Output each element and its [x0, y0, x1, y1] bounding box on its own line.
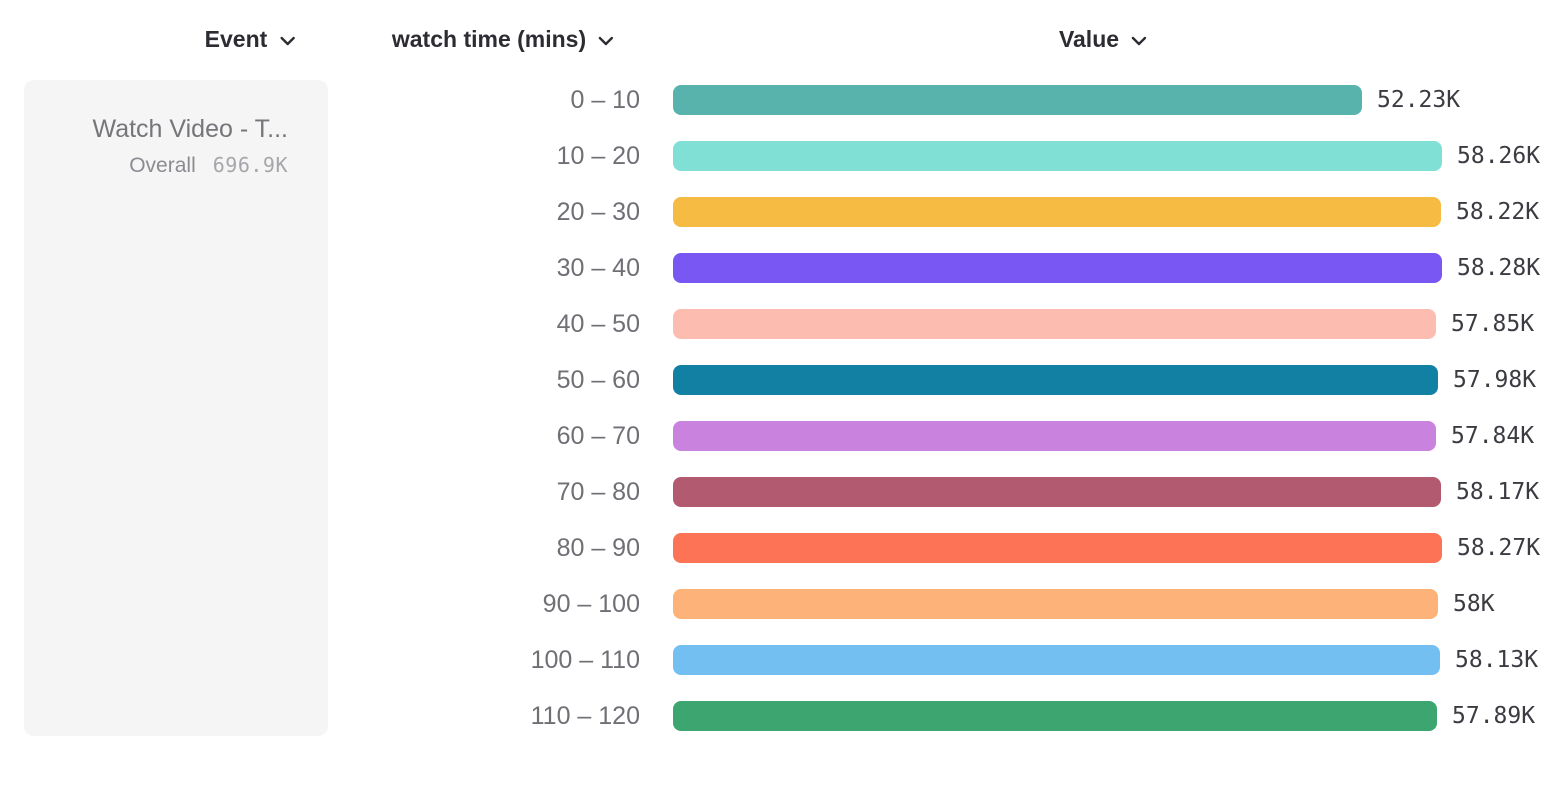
- chart-row: 80 – 90 58.27K: [0, 520, 1568, 576]
- chart-row: 100 – 110 58.13K: [0, 632, 1568, 688]
- value-label: 58.28K: [1457, 255, 1541, 281]
- event-panel[interactable]: Watch Video - T... Overall 696.9K: [24, 80, 328, 736]
- value-bar[interactable]: [673, 589, 1438, 619]
- chart-row: 50 – 60 57.98K: [0, 352, 1568, 408]
- value-label: 58.22K: [1456, 199, 1540, 225]
- bucket-label: 40 – 50: [556, 309, 640, 338]
- bucket-label: 0 – 10: [570, 85, 640, 114]
- value-bar[interactable]: [673, 645, 1440, 675]
- bucket-label: 110 – 120: [530, 701, 640, 730]
- bucket-label: 10 – 20: [556, 141, 640, 170]
- value-bar[interactable]: [673, 701, 1437, 731]
- breakdown-column-label: watch time (mins): [391, 26, 587, 52]
- value-column-dropdown[interactable]: Value: [1059, 26, 1147, 53]
- value-bar[interactable]: [673, 365, 1438, 395]
- chart-row: 10 – 20 58.26K: [0, 128, 1568, 184]
- value-label: 57.85K: [1451, 311, 1535, 337]
- bucket-label: 30 – 40: [556, 253, 640, 282]
- value-label: 58.27K: [1457, 535, 1541, 561]
- chart-row: 20 – 30 58.22K: [0, 184, 1568, 240]
- event-overall-row: Overall 696.9K: [24, 153, 288, 178]
- chevron-down-icon: [1131, 33, 1147, 46]
- bucket-label: 80 – 90: [556, 533, 640, 562]
- value-label: 57.84K: [1451, 423, 1535, 449]
- value-label: 57.89K: [1452, 703, 1536, 729]
- bucket-label: 20 – 30: [556, 197, 640, 226]
- value-column-label: Value: [1058, 26, 1120, 52]
- bucket-label: 90 – 100: [542, 589, 640, 618]
- breakdown-column-dropdown[interactable]: watch time (mins): [392, 26, 614, 53]
- event-column-dropdown[interactable]: Event: [205, 26, 296, 53]
- event-column-label: Event: [204, 26, 268, 52]
- chart-row: 60 – 70 57.84K: [0, 408, 1568, 464]
- chart-row: 70 – 80 58.17K: [0, 464, 1568, 520]
- chart-row: 90 – 100 58K: [0, 576, 1568, 632]
- value-bar[interactable]: [673, 421, 1436, 451]
- chart-row: 0 – 10 52.23K: [0, 72, 1568, 128]
- value-label: 57.98K: [1453, 367, 1537, 393]
- chevron-down-icon: [598, 33, 614, 46]
- bucket-label: 50 – 60: [556, 365, 640, 394]
- bar-chart: 0 – 10 52.23K 10 – 20 58.26K 20 – 30 58.…: [0, 72, 1568, 744]
- value-label: 52.23K: [1377, 87, 1461, 113]
- value-label: 58.26K: [1457, 143, 1541, 169]
- chart-row: 30 – 40 58.28K: [0, 240, 1568, 296]
- value-bar[interactable]: [673, 141, 1442, 171]
- chart-row: 110 – 120 57.89K: [0, 688, 1568, 744]
- value-bar[interactable]: [673, 477, 1441, 507]
- event-title: Watch Video - T...: [92, 115, 288, 143]
- chevron-down-icon: [279, 33, 295, 46]
- value-bar[interactable]: [673, 197, 1441, 227]
- value-label: 58.13K: [1455, 647, 1539, 673]
- value-bar[interactable]: [673, 85, 1362, 115]
- value-bar[interactable]: [673, 253, 1442, 283]
- bucket-label: 100 – 110: [530, 645, 640, 674]
- bucket-label: 70 – 80: [556, 477, 640, 506]
- overall-value: 696.9K: [212, 153, 288, 177]
- value-label: 58K: [1453, 591, 1495, 617]
- chart-row: 40 – 50 57.85K: [0, 296, 1568, 352]
- value-bar[interactable]: [673, 309, 1436, 339]
- bucket-label: 60 – 70: [556, 421, 640, 450]
- value-label: 58.17K: [1456, 479, 1540, 505]
- value-bar[interactable]: [673, 533, 1442, 563]
- overall-label: Overall: [129, 154, 196, 177]
